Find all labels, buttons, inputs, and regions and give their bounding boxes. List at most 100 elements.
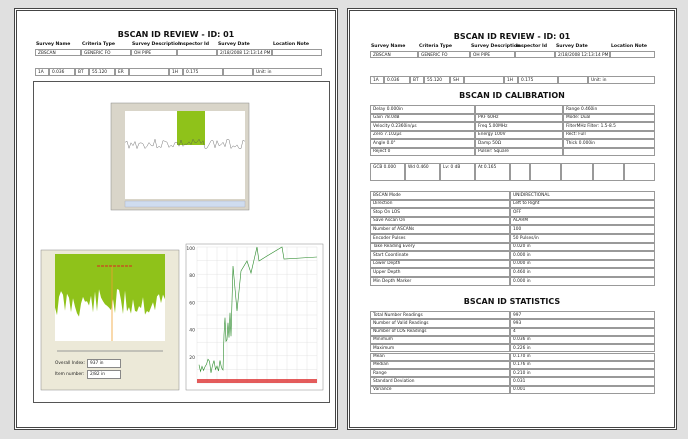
summary-cell: BT: [410, 76, 424, 84]
plot-bg: [186, 244, 323, 390]
survey-cell: GENERIC FO: [418, 51, 470, 58]
settings-cell: Stop On LOS: [370, 208, 510, 217]
calibration-cell: PRF 60Hz: [475, 114, 563, 123]
gate-cell: GCB 0.000: [370, 163, 405, 181]
plot-los-band: [197, 379, 317, 383]
settings-cell: 0.000 in: [510, 277, 655, 286]
field-value: 2/82 in: [87, 370, 121, 379]
summary-cell: 1A: [370, 76, 384, 84]
settings-cell: Upper Depth: [370, 268, 510, 277]
summary-cell: [558, 76, 588, 84]
statistics-cell: Standard Deviation: [370, 377, 510, 385]
settings-cell: 0.000 in: [510, 260, 655, 269]
statistics-cell: 0.176 in: [510, 361, 655, 369]
survey-cell: [515, 51, 555, 58]
gate-cell: Lv: 0 dB: [440, 163, 475, 181]
survey-cell: [610, 51, 655, 58]
settings-cell: 0.020 in: [510, 243, 655, 252]
survey-cell: 2/18/2008 12:13:14 PM: [555, 51, 610, 58]
settings-cell: OFF: [510, 208, 655, 217]
statistics-cell: Minimum: [370, 336, 510, 344]
report-page: BSCAN ID REVIEW - ID: 01 Survey Name Crite…: [347, 8, 677, 430]
summary-cell: 55.120: [424, 76, 450, 84]
column-header: Survey Name: [371, 44, 405, 49]
gate-cell: At 0.165: [475, 163, 510, 181]
settings-cell: UNIDIRECTIONAL: [510, 191, 655, 200]
statistics-cell: 0.031: [510, 377, 655, 385]
calibration-cell: Delay 0.000in: [370, 105, 475, 114]
gate-cell: Wd 0.460: [405, 163, 440, 181]
calibration-cell: Angle 0.0°: [370, 139, 475, 148]
summary-cell: [464, 76, 504, 84]
settings-cell: 50 Pulses/in: [510, 234, 655, 243]
gate-cell: [624, 163, 655, 181]
summary-cell: Unit: in: [588, 76, 655, 84]
calibration-cell: FilterMHz Filter: 1.5-8.5: [563, 122, 655, 131]
gate-cell: [530, 163, 561, 181]
field-value: 937 in: [87, 359, 121, 368]
calibration-cell: Velocity 0.2360in/µs: [370, 122, 475, 131]
settings-cell: Lower Depth: [370, 260, 510, 269]
summary-cell: 0.175: [518, 76, 558, 84]
statistics-cell: 0.036 in: [510, 336, 655, 344]
statistics-cell: 4: [510, 328, 655, 336]
calibration-cell: Range 0.460in: [563, 105, 655, 114]
bscan-gate: [177, 111, 205, 145]
calibration-cell: Thick 0.000in: [563, 139, 655, 148]
calibration-cell: Zero 7.102µs: [370, 131, 475, 140]
statistics-cell: Number of Valid Readings: [370, 319, 510, 327]
y-tick-label: 80: [189, 273, 195, 279]
settings-cell: Min Depth Marker: [370, 277, 510, 286]
column-header: Survey Date: [556, 44, 588, 49]
gate-cell: [593, 163, 624, 181]
y-tick-label: 20: [189, 355, 195, 361]
settings-cell: Number of ASCANs: [370, 225, 510, 234]
statistics-cell: 0.001: [510, 386, 655, 394]
calibration-cell: Mode: Dual: [563, 114, 655, 123]
calibration-cell: [563, 148, 655, 157]
statistics-cell: Total Number Readings: [370, 311, 510, 319]
calibration-cell: [475, 105, 563, 114]
settings-cell: 100: [510, 225, 655, 234]
statistics-cell: Number of LOS Readings: [370, 328, 510, 336]
field-label: Overall Index:: [55, 361, 85, 366]
column-header: Criteria Type: [419, 44, 452, 49]
survey-cell: ZBSCAN: [370, 51, 418, 58]
screen: BSCAN ID REVIEW - ID: 01 Survey Name Crite…: [0, 0, 688, 439]
calibration-cell: Pulser: Square: [475, 148, 563, 157]
statistics-cell: Maximum: [370, 344, 510, 352]
field-label: Item number:: [55, 372, 84, 377]
section-title: BSCAN ID CALIBRATION: [350, 91, 674, 100]
y-tick-label: 40: [189, 328, 195, 334]
statistics-cell: 997: [510, 311, 655, 319]
statistics-cell: Median: [370, 361, 510, 369]
statistics-cell: Range: [370, 369, 510, 377]
settings-cell: ALARM: [510, 217, 655, 226]
settings-cell: Direction: [370, 200, 510, 209]
settings-cell: 0.000 in: [510, 251, 655, 260]
summary-cell: 0.036: [384, 76, 410, 84]
statistics-cell: Variance: [370, 386, 510, 394]
page-title: BSCAN ID REVIEW - ID: 01: [350, 32, 674, 41]
gate-cell: [510, 163, 530, 181]
calibration-cell: Freq 5.00MHz: [475, 122, 563, 131]
section-title: BSCAN ID STATISTICS: [350, 297, 674, 306]
summary-cell: SH: [450, 76, 464, 84]
column-header: Survey Description: [471, 44, 520, 49]
statistics-cell: 993: [510, 319, 655, 327]
calibration-cell: Gain 78.0dB: [370, 114, 475, 123]
settings-cell: 0.460 in: [510, 268, 655, 277]
calibration-cell: Energy 100V: [475, 131, 563, 140]
statistics-cell: Mean: [370, 353, 510, 361]
calibration-cell: Reject 0: [370, 148, 475, 157]
settings-cell: Left to Right: [510, 200, 655, 209]
y-tick-label: 100: [186, 246, 195, 252]
survey-cell: OH PIPE: [470, 51, 515, 58]
gate-cell: [561, 163, 592, 181]
settings-cell: Encoder Pulses: [370, 234, 510, 243]
settings-cell: BSCAN Mode: [370, 191, 510, 200]
column-header: Inspector Id: [516, 44, 547, 49]
statistics-cell: 0.210 in: [510, 369, 655, 377]
scrollbar: [125, 201, 245, 207]
summary-cell: 1H: [504, 76, 518, 84]
